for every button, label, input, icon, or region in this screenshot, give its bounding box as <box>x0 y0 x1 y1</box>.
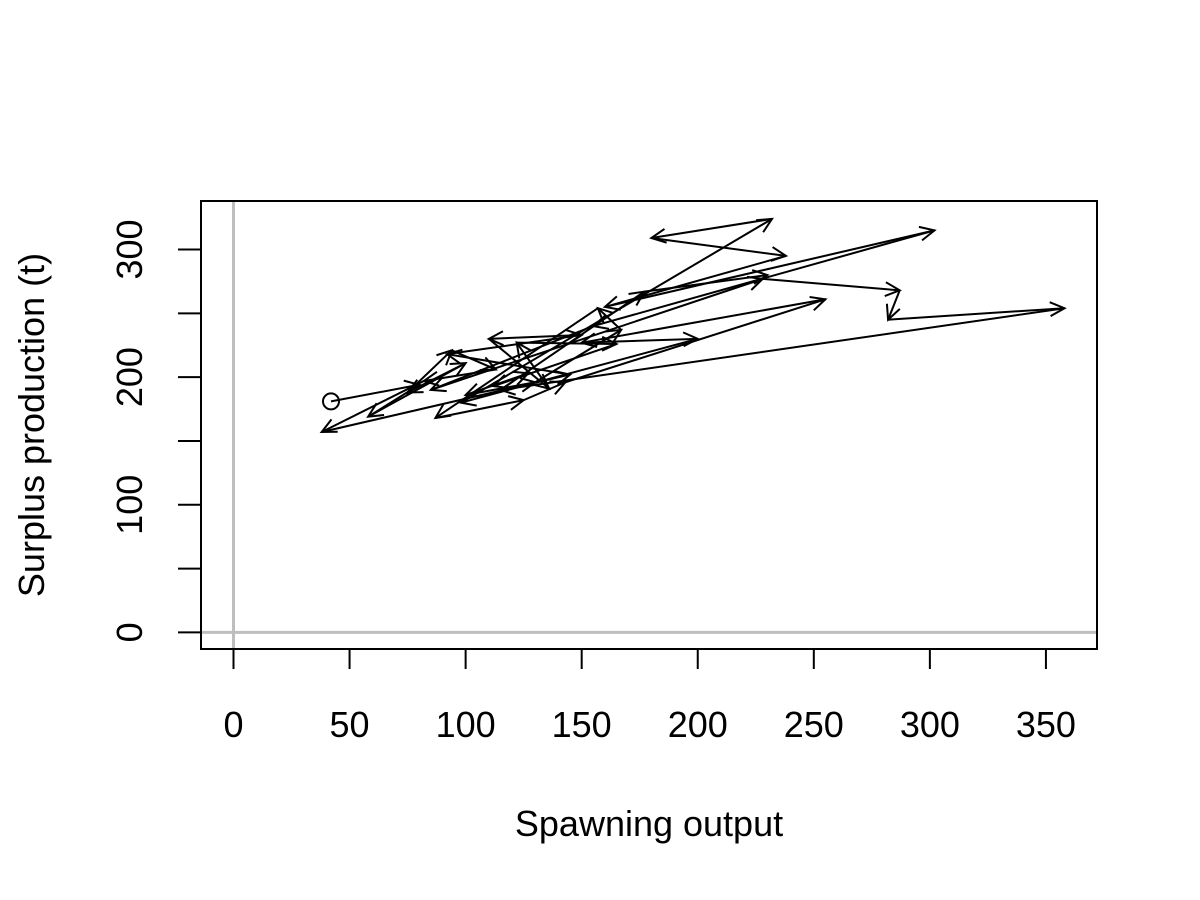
trajectory-segment <box>500 307 1065 391</box>
trajectory-segment <box>887 289 901 321</box>
y-tick-label: 200 <box>109 347 150 407</box>
trajectory-segment <box>446 334 582 356</box>
y-tick-label: 100 <box>109 475 150 535</box>
x-tick-label: 50 <box>330 704 370 745</box>
x-tick-label: 350 <box>1016 704 1076 745</box>
x-axis: 0 50 100 150 200 250 300 350 <box>223 648 1076 745</box>
trajectory-segment <box>651 237 787 257</box>
y-axis: 0 100 200 300 <box>109 219 202 642</box>
x-axis-title: Spawning output <box>515 803 783 844</box>
trajectory-segment <box>499 290 645 391</box>
x-tick-label: 150 <box>552 704 612 745</box>
trajectory-segment <box>888 307 1065 321</box>
trajectory-segment <box>460 337 699 404</box>
start-point-marker <box>321 392 340 411</box>
data-series <box>319 217 1067 434</box>
arrow-head <box>751 269 770 285</box>
x-tick-label: 300 <box>900 704 960 745</box>
trajectory-segment <box>430 277 764 391</box>
x-tick-label: 0 <box>223 704 243 745</box>
y-axis-title: Surplus production (t) <box>11 253 52 597</box>
x-tick-label: 200 <box>668 704 728 745</box>
trajectory-segment <box>597 307 622 331</box>
trajectory-segment <box>430 325 594 391</box>
trajectory-segment <box>434 307 599 419</box>
trajectory-segment <box>604 229 935 308</box>
x-tick-label: 250 <box>784 704 844 745</box>
trajectory-segment <box>435 399 524 419</box>
x-tick-label: 100 <box>436 704 496 745</box>
trajectory-segment <box>644 274 768 293</box>
y-tick-label: 0 <box>109 622 150 642</box>
trajectory-segment <box>407 362 467 394</box>
trajectory-segment <box>581 298 826 344</box>
trajectory-segment <box>523 381 566 402</box>
y-tick-label: 300 <box>109 219 150 279</box>
trajectory-segment <box>651 217 773 240</box>
trajectory-segment <box>321 380 425 433</box>
reference-lines <box>201 201 1097 649</box>
trajectory-segment <box>762 277 900 292</box>
trajectory-segment <box>581 337 698 344</box>
trajectory-segment <box>330 383 420 403</box>
